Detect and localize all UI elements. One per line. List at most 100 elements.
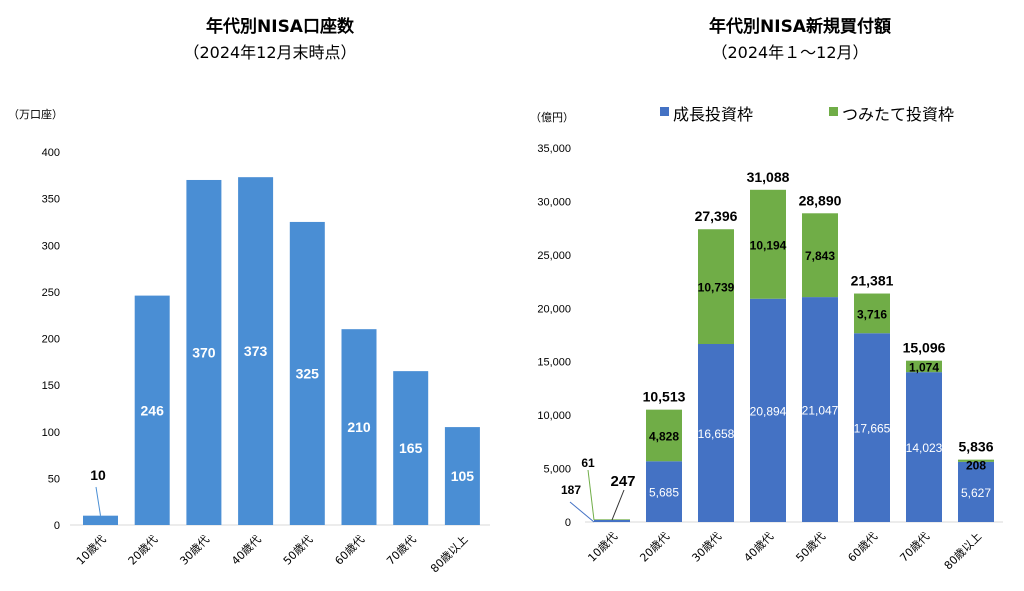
left-y-tick: 350: [42, 194, 60, 206]
right-category-label: 30歳代: [689, 530, 724, 565]
left-leader-line: [95, 486, 101, 516]
tsumitate-segment-label: 208: [966, 459, 986, 473]
left-bar: [393, 371, 429, 525]
growth-segment-label: 20,894: [750, 404, 787, 418]
total-label: 15,096: [903, 340, 946, 356]
right-chart-subtitle: （2024年１～12月）: [711, 43, 868, 62]
total-label: 10,513: [643, 389, 686, 405]
right-category-label: 80歳以上: [942, 530, 984, 572]
total-label: 28,890: [799, 192, 842, 208]
tsumitate-bar-segment: [906, 360, 942, 373]
tsumitate-segment-label: 10,194: [750, 238, 787, 252]
right-y-tick: 0: [565, 517, 571, 529]
right-y-tick: 30,000: [537, 196, 571, 208]
total-label: 247: [610, 473, 635, 490]
growth-leader-line: [569, 501, 595, 523]
left-bar: [289, 221, 325, 525]
left-y-tick: 150: [42, 380, 60, 392]
tsumitate-bar-segment: [698, 229, 734, 344]
left-category-label: 20歳代: [126, 533, 161, 568]
tsumitate-bar-segment: [802, 213, 838, 298]
legend-swatch-growth: [660, 107, 669, 116]
left-category-label: 40歳代: [229, 533, 264, 568]
left-category-label: 80歳以上: [428, 533, 470, 575]
tsumitate-segment-label: 3,716: [857, 307, 887, 321]
growth-segment-label: 5,627: [961, 486, 991, 500]
growth-segment-label: 16,658: [698, 427, 735, 441]
tsumitate-bar-segment: [750, 189, 786, 299]
right-y-unit: （億円）: [530, 111, 574, 124]
right-category-label: 60歳代: [845, 530, 880, 565]
left-chart-title: 年代別NISA口座数: [206, 16, 355, 37]
tsumitate-bar-segment: [958, 459, 994, 462]
growth-bar-segment: [646, 461, 682, 522]
left-y-tick: 400: [42, 147, 60, 159]
growth-bar-segment: [750, 298, 786, 522]
right-y-tick: 35,000: [537, 143, 571, 155]
left-category-label: 70歳代: [384, 533, 419, 568]
right-chart-title: 年代別NISA新規買付額: [709, 16, 891, 37]
tsumitate-segment-label: 61: [581, 456, 595, 470]
growth-segment-label: 187: [561, 483, 581, 497]
left-category-label: 50歳代: [281, 533, 316, 568]
total-label: 5,836: [958, 439, 993, 455]
legend-label-tsumitate: つみたて投資枠: [842, 105, 954, 124]
left-y-tick: 100: [42, 427, 60, 439]
left-bar: [186, 179, 222, 525]
tsumitate-segment-label: 7,843: [805, 249, 835, 263]
left-y-unit: （万口座）: [8, 107, 63, 121]
growth-bar-segment: [802, 297, 838, 522]
total-label: 21,381: [851, 273, 894, 289]
tsumitate-leader-line: [587, 469, 595, 521]
left-category-label: 30歳代: [177, 533, 212, 568]
growth-bar-segment: [854, 333, 890, 522]
growth-segment-label: 5,685: [649, 486, 679, 500]
left-chart-subtitle: （2024年12月末時点）: [183, 43, 356, 62]
right-category-label: 50歳代: [793, 530, 828, 565]
right-category-label: 20歳代: [637, 530, 672, 565]
growth-bar-segment: [698, 343, 734, 522]
left-y-tick: 300: [42, 240, 60, 252]
tsumitate-bar-segment: [646, 409, 682, 462]
tsumitate-bar-segment: [854, 293, 890, 334]
total-label: 27,396: [695, 208, 738, 224]
legend-swatch-tsumitate: [829, 107, 838, 116]
right-y-tick: 20,000: [537, 303, 571, 315]
left-bar-label: 10: [90, 467, 106, 483]
left-bar: [341, 329, 377, 525]
left-bar: [238, 177, 274, 526]
left-bar: [444, 427, 480, 525]
left-y-tick: 0: [54, 520, 60, 532]
growth-segment-label: 21,047: [802, 404, 839, 418]
left-category-label: 10歳代: [74, 533, 109, 568]
right-y-tick: 5,000: [543, 464, 571, 476]
growth-segment-label: 17,665: [854, 422, 891, 436]
total-leader-line: [611, 489, 625, 521]
right-category-label: 40歳代: [741, 530, 776, 565]
left-bar-label: 165: [399, 440, 423, 456]
right-category-label: 70歳代: [897, 530, 932, 565]
left-category-label: 60歳代: [332, 533, 367, 568]
left-bar-label: 105: [451, 468, 475, 484]
right-y-tick: 15,000: [537, 357, 571, 369]
left-bar-label: 370: [192, 344, 216, 360]
tsumitate-segment-label: 4,828: [649, 429, 679, 443]
right-y-tick: 10,000: [537, 410, 571, 422]
growth-bar-segment: [594, 520, 630, 522]
right-category-label: 10歳代: [585, 530, 620, 565]
right-y-tick: 25,000: [537, 250, 571, 262]
growth-segment-label: 14,023: [906, 441, 943, 455]
left-y-tick: 200: [42, 334, 60, 346]
tsumitate-segment-label: 10,739: [698, 281, 735, 295]
left-bar-label: 210: [347, 419, 371, 435]
left-bar: [134, 295, 170, 525]
left-y-tick: 50: [48, 473, 60, 485]
legend-label-growth: 成長投資枠: [673, 105, 753, 124]
tsumitate-segment-label: 1,074: [909, 360, 939, 374]
growth-bar-segment: [906, 372, 942, 522]
left-bar-label: 246: [141, 402, 165, 418]
left-bar-label: 373: [244, 343, 268, 359]
growth-bar-segment: [958, 461, 994, 522]
left-bar: [83, 515, 118, 525]
